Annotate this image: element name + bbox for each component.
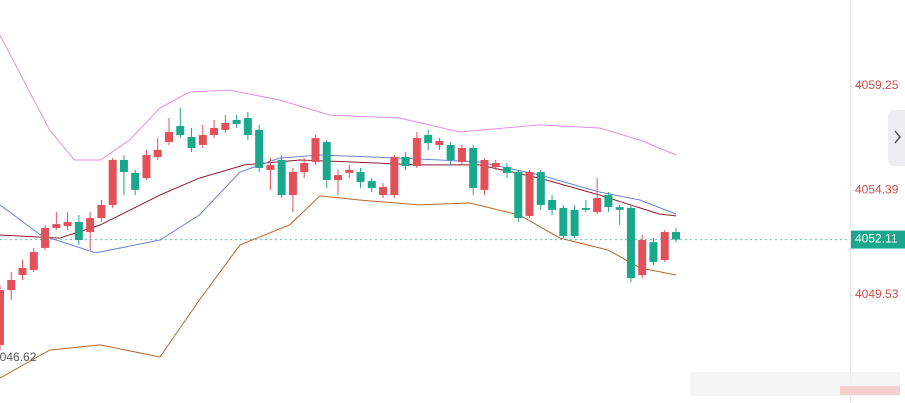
candle-body <box>210 127 219 136</box>
candle-body <box>322 141 331 180</box>
candle-body <box>390 156 399 196</box>
candle-body <box>401 156 410 167</box>
candle-body <box>108 159 117 205</box>
y-tick-label: 4054.39 <box>855 183 899 197</box>
indicator-line <box>0 154 677 254</box>
side-tab-arrow <box>894 130 901 144</box>
candle-body <box>615 207 624 210</box>
candle-body <box>334 175 342 180</box>
candle-body <box>300 163 309 173</box>
candle-body <box>119 159 128 173</box>
candle-body <box>165 132 173 142</box>
candle-body <box>480 159 489 190</box>
candle-body <box>649 242 658 262</box>
candle-body <box>457 147 466 162</box>
candle-body <box>97 204 106 219</box>
candle-body <box>153 149 162 157</box>
candle-body <box>446 144 455 160</box>
candle-body <box>131 172 140 190</box>
watermark-accent <box>840 386 900 395</box>
candle-body <box>424 135 433 144</box>
candle-body <box>548 199 557 210</box>
candle-body <box>672 232 680 240</box>
candle-body <box>514 172 523 219</box>
candle-body <box>52 224 61 228</box>
candle-body <box>255 129 264 168</box>
candle-body <box>18 267 27 276</box>
last-price-tag <box>851 230 905 249</box>
candle-body <box>176 126 185 136</box>
candle-body <box>311 138 320 162</box>
candle-body <box>638 239 647 276</box>
candle-body <box>0 290 4 345</box>
last-price-label: 4052.11 <box>855 232 898 246</box>
candle-body <box>232 119 241 125</box>
candle-body <box>660 232 669 260</box>
candle-body <box>379 187 388 196</box>
candle-body <box>266 164 275 170</box>
candle-body <box>412 138 421 167</box>
candle-body <box>356 172 365 182</box>
candle-body <box>243 118 252 136</box>
candle-body <box>435 141 444 145</box>
candle-body <box>626 207 635 279</box>
candle-body <box>277 159 286 196</box>
indicator-line <box>0 34 677 161</box>
candle-body <box>503 167 511 173</box>
candle-body <box>63 221 72 227</box>
candle-body <box>604 195 613 208</box>
low-marker-label: 4046.62 <box>0 350 37 364</box>
candle-body <box>86 218 95 233</box>
candle-body <box>187 136 196 148</box>
candle-body <box>491 163 500 168</box>
candle-body <box>345 169 354 173</box>
candle-body <box>536 172 545 205</box>
candle-body <box>525 172 534 216</box>
candle-body <box>367 181 376 188</box>
candle-body <box>7 279 16 291</box>
candle-body <box>559 207 568 236</box>
indicator-line <box>0 195 677 379</box>
candle-body <box>221 123 230 130</box>
candle-body <box>469 147 478 188</box>
candle-body <box>581 207 590 210</box>
candle-body <box>288 172 297 196</box>
candle-body <box>570 209 579 236</box>
candle-body <box>29 252 38 270</box>
side-tab[interactable] <box>888 110 905 166</box>
candle-body <box>198 135 207 145</box>
candle-body <box>74 221 83 240</box>
candle-body <box>142 155 151 179</box>
y-tick-label: 4059.25 <box>855 78 899 92</box>
y-tick-label: 4049.53 <box>855 287 899 301</box>
candle-body <box>593 198 602 213</box>
candle-body <box>41 227 50 248</box>
